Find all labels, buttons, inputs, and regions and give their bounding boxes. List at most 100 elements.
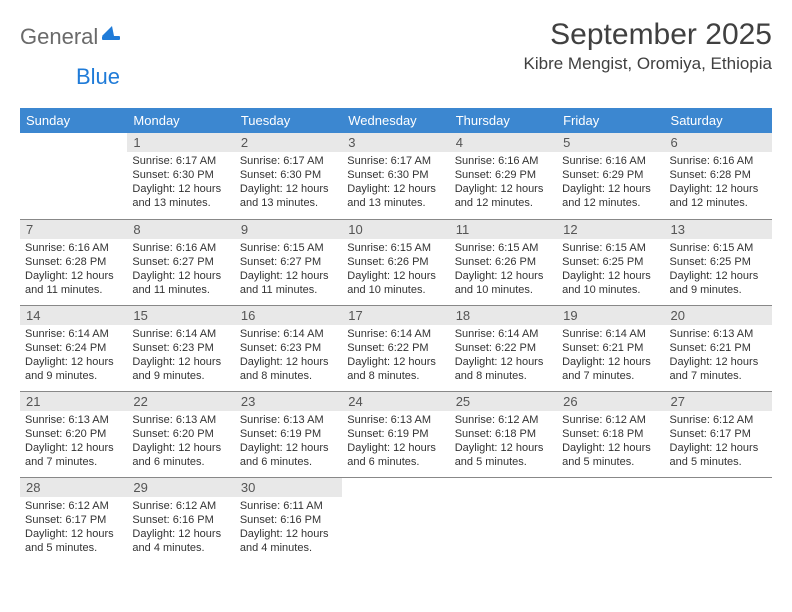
sunset-line: Sunset: 6:29 PM [562, 168, 659, 182]
sunset-line: Sunset: 6:27 PM [240, 255, 337, 269]
day-number: 1 [127, 133, 234, 152]
sunset-line: Sunset: 6:30 PM [347, 168, 444, 182]
sunrise-line: Sunrise: 6:14 AM [240, 327, 337, 341]
day-header-row: Sunday Monday Tuesday Wednesday Thursday… [20, 108, 772, 133]
sunrise-line: Sunrise: 6:17 AM [347, 154, 444, 168]
sunset-line: Sunset: 6:22 PM [347, 341, 444, 355]
calendar-cell [450, 477, 557, 563]
calendar-cell: 18Sunrise: 6:14 AMSunset: 6:22 PMDayligh… [450, 305, 557, 391]
daylight-line: Daylight: 12 hours and 11 minutes. [25, 269, 122, 297]
calendar-cell [342, 477, 449, 563]
day-header: Friday [557, 108, 664, 133]
sunrise-line: Sunrise: 6:14 AM [562, 327, 659, 341]
daylight-line: Daylight: 12 hours and 12 minutes. [670, 182, 767, 210]
day-number: 8 [127, 220, 234, 239]
sunrise-line: Sunrise: 6:15 AM [670, 241, 767, 255]
sunset-line: Sunset: 6:25 PM [562, 255, 659, 269]
sunset-line: Sunset: 6:18 PM [455, 427, 552, 441]
sunset-line: Sunset: 6:23 PM [240, 341, 337, 355]
sunrise-line: Sunrise: 6:15 AM [347, 241, 444, 255]
daylight-line: Daylight: 12 hours and 5 minutes. [562, 441, 659, 469]
sunset-line: Sunset: 6:18 PM [562, 427, 659, 441]
daylight-line: Daylight: 12 hours and 6 minutes. [240, 441, 337, 469]
daylight-line: Daylight: 12 hours and 11 minutes. [132, 269, 229, 297]
day-number: 25 [450, 392, 557, 411]
sunset-line: Sunset: 6:21 PM [670, 341, 767, 355]
calendar-cell: 9Sunrise: 6:15 AMSunset: 6:27 PMDaylight… [235, 219, 342, 305]
sunrise-line: Sunrise: 6:16 AM [132, 241, 229, 255]
sunset-line: Sunset: 6:19 PM [240, 427, 337, 441]
day-number: 26 [557, 392, 664, 411]
sunrise-line: Sunrise: 6:11 AM [240, 499, 337, 513]
daylight-line: Daylight: 12 hours and 7 minutes. [25, 441, 122, 469]
logo-text-blue: Blue [76, 64, 120, 89]
daylight-line: Daylight: 12 hours and 11 minutes. [240, 269, 337, 297]
day-header: Monday [127, 108, 234, 133]
calendar-cell: 14Sunrise: 6:14 AMSunset: 6:24 PMDayligh… [20, 305, 127, 391]
day-number: 2 [235, 133, 342, 152]
day-header: Saturday [665, 108, 772, 133]
day-number: 18 [450, 306, 557, 325]
daylight-line: Daylight: 12 hours and 13 minutes. [240, 182, 337, 210]
sunrise-line: Sunrise: 6:12 AM [670, 413, 767, 427]
day-number: 23 [235, 392, 342, 411]
calendar-cell: 3Sunrise: 6:17 AMSunset: 6:30 PMDaylight… [342, 133, 449, 219]
calendar-cell: 7Sunrise: 6:16 AMSunset: 6:28 PMDaylight… [20, 219, 127, 305]
day-header: Thursday [450, 108, 557, 133]
daylight-line: Daylight: 12 hours and 4 minutes. [132, 527, 229, 555]
sunrise-line: Sunrise: 6:14 AM [455, 327, 552, 341]
calendar-cell: 24Sunrise: 6:13 AMSunset: 6:19 PMDayligh… [342, 391, 449, 477]
calendar-cell: 1Sunrise: 6:17 AMSunset: 6:30 PMDaylight… [127, 133, 234, 219]
calendar-week-row: 14Sunrise: 6:14 AMSunset: 6:24 PMDayligh… [20, 305, 772, 391]
sunrise-line: Sunrise: 6:12 AM [562, 413, 659, 427]
daylight-line: Daylight: 12 hours and 8 minutes. [455, 355, 552, 383]
day-number: 30 [235, 478, 342, 497]
daylight-line: Daylight: 12 hours and 10 minutes. [455, 269, 552, 297]
day-number: 28 [20, 478, 127, 497]
logo: General [20, 18, 114, 50]
day-number: 3 [342, 133, 449, 152]
sunrise-line: Sunrise: 6:12 AM [455, 413, 552, 427]
calendar-cell [20, 133, 127, 219]
day-number: 24 [342, 392, 449, 411]
day-number: 6 [665, 133, 772, 152]
sunrise-line: Sunrise: 6:14 AM [25, 327, 122, 341]
calendar-cell: 23Sunrise: 6:13 AMSunset: 6:19 PMDayligh… [235, 391, 342, 477]
daylight-line: Daylight: 12 hours and 5 minutes. [25, 527, 122, 555]
day-number: 21 [20, 392, 127, 411]
sunrise-line: Sunrise: 6:15 AM [562, 241, 659, 255]
sunrise-line: Sunrise: 6:17 AM [132, 154, 229, 168]
calendar-cell: 5Sunrise: 6:16 AMSunset: 6:29 PMDaylight… [557, 133, 664, 219]
calendar-cell: 17Sunrise: 6:14 AMSunset: 6:22 PMDayligh… [342, 305, 449, 391]
calendar-week-row: 7Sunrise: 6:16 AMSunset: 6:28 PMDaylight… [20, 219, 772, 305]
daylight-line: Daylight: 12 hours and 5 minutes. [670, 441, 767, 469]
calendar-cell: 22Sunrise: 6:13 AMSunset: 6:20 PMDayligh… [127, 391, 234, 477]
sunset-line: Sunset: 6:27 PM [132, 255, 229, 269]
day-header: Tuesday [235, 108, 342, 133]
daylight-line: Daylight: 12 hours and 7 minutes. [562, 355, 659, 383]
day-number: 5 [557, 133, 664, 152]
day-number: 14 [20, 306, 127, 325]
sunset-line: Sunset: 6:28 PM [670, 168, 767, 182]
daylight-line: Daylight: 12 hours and 6 minutes. [132, 441, 229, 469]
sunrise-line: Sunrise: 6:13 AM [132, 413, 229, 427]
sunrise-line: Sunrise: 6:16 AM [562, 154, 659, 168]
daylight-line: Daylight: 12 hours and 10 minutes. [562, 269, 659, 297]
day-number: 16 [235, 306, 342, 325]
daylight-line: Daylight: 12 hours and 6 minutes. [347, 441, 444, 469]
calendar-cell: 25Sunrise: 6:12 AMSunset: 6:18 PMDayligh… [450, 391, 557, 477]
sunrise-line: Sunrise: 6:14 AM [347, 327, 444, 341]
sunset-line: Sunset: 6:26 PM [347, 255, 444, 269]
calendar-table: Sunday Monday Tuesday Wednesday Thursday… [20, 108, 772, 563]
calendar-cell: 30Sunrise: 6:11 AMSunset: 6:16 PMDayligh… [235, 477, 342, 563]
sunset-line: Sunset: 6:26 PM [455, 255, 552, 269]
daylight-line: Daylight: 12 hours and 12 minutes. [455, 182, 552, 210]
daylight-line: Daylight: 12 hours and 8 minutes. [240, 355, 337, 383]
calendar-cell: 27Sunrise: 6:12 AMSunset: 6:17 PMDayligh… [665, 391, 772, 477]
day-number: 22 [127, 392, 234, 411]
daylight-line: Daylight: 12 hours and 8 minutes. [347, 355, 444, 383]
day-number: 11 [450, 220, 557, 239]
day-header: Wednesday [342, 108, 449, 133]
sunset-line: Sunset: 6:17 PM [670, 427, 767, 441]
day-number: 7 [20, 220, 127, 239]
